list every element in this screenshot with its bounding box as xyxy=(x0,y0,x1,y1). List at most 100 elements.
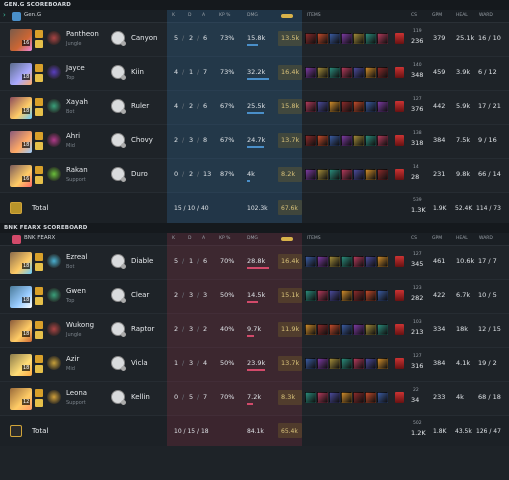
items-header[interactable]: ITEMS xyxy=(307,13,321,18)
item-icon[interactable] xyxy=(341,256,352,267)
trinket-icon[interactable] xyxy=(395,67,404,78)
item-icon[interactable] xyxy=(341,33,352,44)
item-icon[interactable] xyxy=(317,33,328,44)
item-icon[interactable] xyxy=(317,256,328,267)
player-name[interactable]: Raptor xyxy=(131,325,155,333)
item-icon[interactable] xyxy=(377,135,388,146)
item-icon[interactable] xyxy=(365,290,376,301)
sort-k-header[interactable]: K xyxy=(172,13,175,18)
item-icon[interactable] xyxy=(365,358,376,369)
chevron-right-icon[interactable]: › xyxy=(3,11,6,19)
item-icon[interactable] xyxy=(365,392,376,403)
item-icon[interactable] xyxy=(305,256,316,267)
player-row[interactable]: 16 Rakan Support Duro 0/2/13 87% 4k 8.2k 14 28 231… xyxy=(0,159,509,193)
item-icon[interactable] xyxy=(353,290,364,301)
item-icon[interactable] xyxy=(329,67,340,78)
item-icon[interactable] xyxy=(329,358,340,369)
item-icon[interactable] xyxy=(305,101,316,112)
item-icon[interactable] xyxy=(329,135,340,146)
sort-a-header[interactable]: A xyxy=(202,236,206,241)
player-row[interactable]: 18 Gwen Top Clear 2/3/3 50% 14.5k 15.1k 123 282 42… xyxy=(0,280,509,314)
player-name[interactable]: Canyon xyxy=(131,34,158,42)
trinket-icon[interactable] xyxy=(395,324,404,335)
player-name[interactable]: Clear xyxy=(131,291,150,299)
item-icon[interactable] xyxy=(377,324,388,335)
item-icon[interactable] xyxy=(341,392,352,403)
item-icon[interactable] xyxy=(341,290,352,301)
gpm-header[interactable]: GPM xyxy=(432,236,443,241)
trinket-icon[interactable] xyxy=(395,169,404,180)
item-icon[interactable] xyxy=(365,256,376,267)
sort-d-header[interactable]: D xyxy=(188,13,192,18)
sort-dmg-header[interactable]: DMG xyxy=(247,236,258,241)
trinket-icon[interactable] xyxy=(395,358,404,369)
trinket-icon[interactable] xyxy=(395,101,404,112)
item-icon[interactable] xyxy=(341,101,352,112)
item-icon[interactable] xyxy=(353,135,364,146)
item-icon[interactable] xyxy=(377,33,388,44)
item-icon[interactable] xyxy=(365,67,376,78)
item-icon[interactable] xyxy=(317,169,328,180)
item-icon[interactable] xyxy=(353,169,364,180)
item-icon[interactable] xyxy=(377,290,388,301)
item-icon[interactable] xyxy=(341,358,352,369)
player-name[interactable]: Vicla xyxy=(131,359,148,367)
player-row[interactable]: 18 Xayah Bot Ruler 4/2/6 67% 25.5k 15.8k 127 376 4… xyxy=(0,91,509,125)
player-name[interactable]: Kellin xyxy=(131,393,150,401)
items-header[interactable]: ITEMS xyxy=(307,236,321,241)
item-icon[interactable] xyxy=(365,169,376,180)
item-icon[interactable] xyxy=(365,33,376,44)
sort-kp-header[interactable]: KP % xyxy=(219,13,231,18)
player-row[interactable]: 18 Ezreal Bot Diable 5/1/6 70% 28.8k 16.4k 127 34… xyxy=(0,246,509,280)
sort-k-header[interactable]: K xyxy=(172,236,175,241)
ward-header[interactable]: WARD xyxy=(479,236,493,241)
item-icon[interactable] xyxy=(353,256,364,267)
sort-dmg-header[interactable]: DMG xyxy=(247,13,258,18)
heal-header[interactable]: HEAL xyxy=(456,236,468,241)
item-icon[interactable] xyxy=(365,324,376,335)
item-icon[interactable] xyxy=(317,290,328,301)
item-icon[interactable] xyxy=(353,33,364,44)
item-icon[interactable] xyxy=(329,169,340,180)
item-icon[interactable] xyxy=(353,392,364,403)
item-icon[interactable] xyxy=(377,256,388,267)
item-icon[interactable] xyxy=(329,324,340,335)
item-icon[interactable] xyxy=(317,67,328,78)
trinket-icon[interactable] xyxy=(395,290,404,301)
item-icon[interactable] xyxy=(317,358,328,369)
item-icon[interactable] xyxy=(353,358,364,369)
item-icon[interactable] xyxy=(377,358,388,369)
sort-d-header[interactable]: D xyxy=(188,236,192,241)
gold-coin-icon[interactable] xyxy=(281,14,293,18)
item-icon[interactable] xyxy=(329,33,340,44)
sort-cs-header[interactable]: CS xyxy=(411,13,417,18)
item-icon[interactable] xyxy=(305,33,316,44)
item-icon[interactable] xyxy=(341,324,352,335)
gpm-header[interactable]: GPM xyxy=(432,13,443,18)
item-icon[interactable] xyxy=(329,290,340,301)
player-name[interactable]: Kiin xyxy=(131,68,144,76)
item-icon[interactable] xyxy=(377,101,388,112)
sort-cs-header[interactable]: CS xyxy=(411,236,417,241)
sort-kp-header[interactable]: KP % xyxy=(219,236,231,241)
item-icon[interactable] xyxy=(305,67,316,78)
player-name[interactable]: Diable xyxy=(131,257,154,265)
player-row[interactable]: 12 Leona Support Kellin 0/5/7 70% 7.2k 8.3k 22 34… xyxy=(0,382,509,416)
item-icon[interactable] xyxy=(305,290,316,301)
item-icon[interactable] xyxy=(317,101,328,112)
item-icon[interactable] xyxy=(353,101,364,112)
player-row[interactable]: 18 Wukong Jungle Raptor 2/3/2 40% 9.7k 11.9k 103… xyxy=(0,314,509,348)
item-icon[interactable] xyxy=(305,358,316,369)
item-icon[interactable] xyxy=(329,101,340,112)
player-row[interactable]: 16 Pantheon Jungle Canyon 5/2/6 73% 15.8k 13.5k… xyxy=(0,23,509,57)
item-icon[interactable] xyxy=(377,392,388,403)
item-icon[interactable] xyxy=(341,67,352,78)
ward-header[interactable]: WARD xyxy=(479,13,493,18)
trinket-icon[interactable] xyxy=(395,135,404,146)
player-name[interactable]: Duro xyxy=(131,170,148,178)
item-icon[interactable] xyxy=(329,256,340,267)
item-icon[interactable] xyxy=(305,169,316,180)
trinket-icon[interactable] xyxy=(395,33,404,44)
item-icon[interactable] xyxy=(377,67,388,78)
player-name[interactable]: Ruler xyxy=(131,102,150,110)
